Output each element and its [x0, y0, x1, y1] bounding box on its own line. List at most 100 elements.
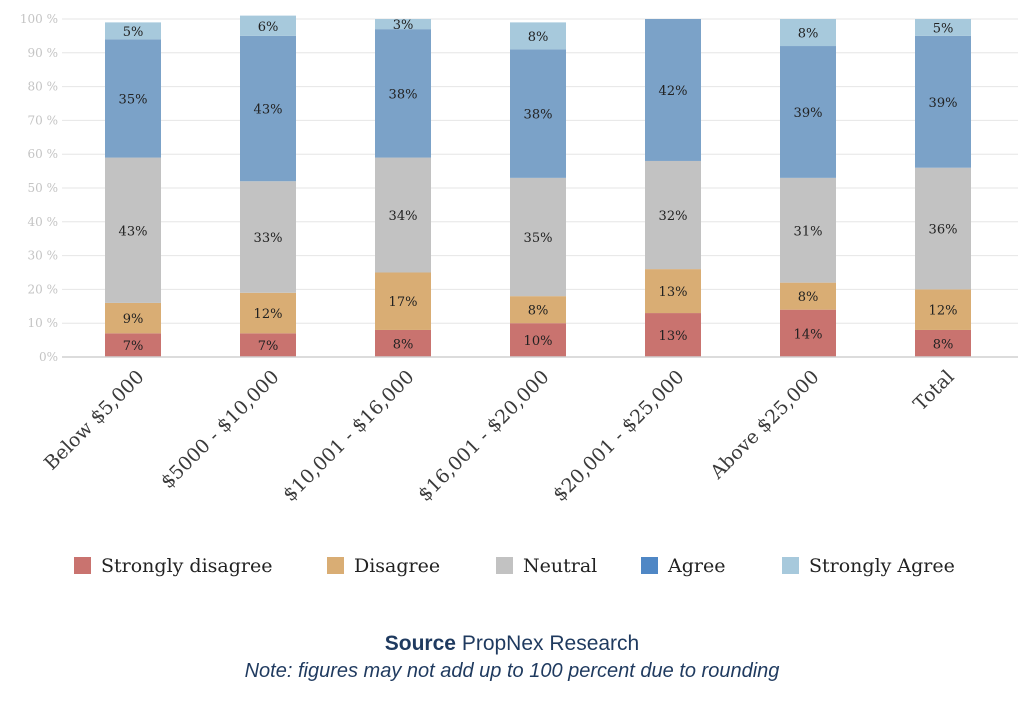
- y-tick-label: 40 %: [28, 215, 59, 229]
- legend-swatch: [496, 557, 513, 574]
- data-label: 35%: [524, 231, 553, 246]
- data-label: 8%: [798, 290, 819, 305]
- data-label: 43%: [119, 224, 148, 239]
- bar-segment: [780, 177, 836, 283]
- data-label: 5%: [933, 21, 954, 36]
- x-category-label: Total: [909, 366, 958, 415]
- bar-segment: [915, 167, 971, 290]
- data-label: 13%: [659, 329, 688, 344]
- note-line: Note: figures may not add up to 100 perc…: [244, 660, 780, 682]
- bar-segment: [510, 49, 566, 178]
- data-label: 39%: [929, 96, 958, 111]
- bar-segment: [780, 46, 836, 178]
- legend-label: Strongly disagree: [101, 555, 272, 577]
- y-tick-label: 30 %: [28, 249, 59, 263]
- data-label: 32%: [659, 209, 688, 224]
- data-label: 34%: [389, 209, 418, 224]
- data-label: 13%: [659, 285, 688, 300]
- y-tick-label: 0%: [39, 350, 58, 364]
- x-category-label: $20,001 - $25,000: [549, 366, 689, 506]
- bar-segment: [240, 15, 296, 36]
- bar-segment: [375, 329, 431, 357]
- bar-segment: [510, 323, 566, 357]
- x-category-label: Above $25,000: [706, 366, 824, 484]
- data-label: 14%: [794, 327, 823, 342]
- bar-segment: [240, 181, 296, 293]
- data-label: 7%: [258, 339, 279, 354]
- bar-segment: [240, 333, 296, 357]
- data-label: 8%: [528, 30, 549, 45]
- y-tick-label: 90 %: [28, 46, 59, 60]
- bar-segment: [645, 160, 701, 270]
- data-label: 8%: [393, 337, 414, 352]
- bar-segment: [375, 19, 431, 30]
- legend-swatch: [327, 557, 344, 574]
- y-tick-label: 80 %: [28, 80, 59, 94]
- data-label: 43%: [254, 103, 283, 118]
- bar-segment: [240, 35, 296, 182]
- legend-label: Agree: [667, 555, 725, 577]
- legend-label: Neutral: [523, 555, 597, 577]
- bar-segment: [780, 309, 836, 357]
- data-label: 42%: [659, 84, 688, 99]
- bar-segment: [105, 39, 161, 158]
- bar-segment: [915, 289, 971, 330]
- data-label: 8%: [933, 337, 954, 352]
- data-label: 12%: [254, 307, 283, 322]
- bar-segment: [240, 292, 296, 334]
- data-label: 12%: [929, 304, 958, 319]
- data-label: 5%: [123, 25, 144, 40]
- legend-swatch: [641, 557, 658, 574]
- x-category-label: $16,001 - $20,000: [414, 366, 554, 506]
- legend-swatch: [74, 557, 91, 574]
- data-label: 39%: [794, 106, 823, 121]
- stacked-bar-chart: 0% 10 % 20 % 30 % 40 % 50 % 60 % 70 % 80 % 90 % 10…: [20, 12, 1018, 577]
- data-label: 31%: [794, 224, 823, 239]
- bar-segment: [375, 157, 431, 273]
- bar-segment: [780, 19, 836, 47]
- y-tick-label: 20 %: [28, 282, 59, 296]
- source-line: Source PropNex Research: [0, 632, 1024, 656]
- bar-segment: [105, 302, 161, 334]
- bar-segment: [375, 272, 431, 330]
- data-label: 35%: [119, 92, 148, 107]
- x-category-label: $10,001 - $16,000: [279, 366, 419, 506]
- bar-segment: [645, 269, 701, 314]
- x-category-label: $5000 - $10,000: [157, 366, 284, 493]
- legend-label: Disagree: [354, 555, 440, 577]
- bar-segment: [375, 29, 431, 158]
- data-label: 8%: [798, 27, 819, 42]
- data-label: 36%: [929, 223, 958, 238]
- data-label: 33%: [254, 231, 283, 246]
- y-tick-label: 60 %: [28, 147, 59, 161]
- bar-segment: [645, 19, 701, 161]
- bar-segment: [105, 22, 161, 40]
- bar-segment: [780, 282, 836, 310]
- data-label: 7%: [123, 339, 144, 354]
- legend-swatch: [782, 557, 799, 574]
- source-text: PropNex Research: [461, 632, 640, 655]
- x-category-label: Below $5,000: [40, 366, 149, 475]
- bar-segment: [105, 157, 161, 303]
- data-label: 6%: [258, 20, 279, 35]
- source-label: Source: [384, 632, 456, 655]
- y-tick-label: 50 %: [28, 181, 59, 195]
- y-tick-label: 100 %: [20, 12, 58, 26]
- bar-segment: [915, 19, 971, 36]
- y-tick-label: 10 %: [28, 316, 59, 330]
- x-axis-categories: Below $5,000 $5000 - $10,000$10,001 - $16…: [40, 366, 959, 506]
- data-label: 17%: [389, 295, 418, 310]
- data-label: 10%: [524, 334, 553, 349]
- bar-segment: [510, 177, 566, 297]
- bar-segment: [915, 329, 971, 357]
- data-label: 8%: [528, 304, 549, 319]
- bar-segment: [105, 333, 161, 357]
- y-axis-ticks: 0% 10 % 20 % 30 % 40 % 50 % 60 % 70 % 80 % 90 % 10…: [20, 12, 58, 364]
- bar-segment: [510, 296, 566, 324]
- data-label: 9%: [123, 312, 144, 327]
- data-label: 38%: [524, 108, 553, 123]
- y-tick-label: 70 %: [28, 113, 59, 127]
- legend-label: Strongly Agree: [809, 555, 955, 577]
- bar-segment: [645, 313, 701, 357]
- legend: Strongly disagree Disagree Neutral Agree Str…: [74, 555, 955, 577]
